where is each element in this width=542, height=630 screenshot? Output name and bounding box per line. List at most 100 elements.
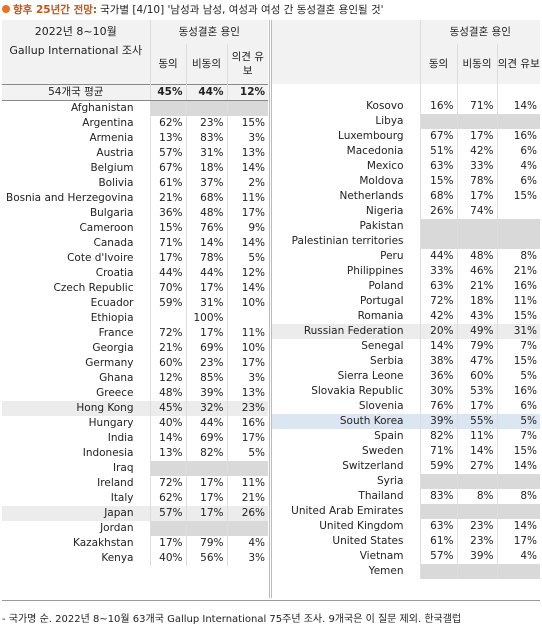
country-name: Palestinian territories [291,235,404,247]
value-cell: 69% [185,341,227,356]
value-cell: 5% [226,251,269,266]
value-cell: 16% [496,129,541,144]
data-row: France 72% 17% 11% [2,326,269,341]
value-cell: 37% [185,176,227,191]
value-cell: 11% [226,326,269,341]
value-cell: 7% [496,339,541,354]
value-cell: 40% [149,416,186,431]
value-cell: 16% [419,99,457,114]
value-cell: 61% [149,176,186,191]
data-row: Romania 42% 43% 15% [272,309,541,324]
country-name: Poland [368,280,404,292]
country-name: Romania [357,310,404,322]
value-cell: 11% [226,191,269,206]
value-cell: 31% [185,296,227,311]
country-name: India [107,432,134,444]
value-cell: 57% [419,549,457,564]
value-cell: 44% [419,249,457,264]
value-cell: 17% [185,506,227,521]
country-name: Indonesia [82,447,134,459]
country-name: Armenia [89,132,134,144]
value-cell: 15% [496,444,541,459]
empty-cell [496,84,541,99]
country-name: Italy [110,492,134,504]
empty-cell [456,84,497,99]
country-name: Kosovo [366,100,404,112]
value-cell: 12% [226,84,269,101]
value-cell: 62% [149,116,186,131]
value-cell: 63% [419,279,457,294]
value-cell: 14% [496,519,541,534]
value-cell: 11% [496,294,541,309]
value-cell [456,219,497,234]
value-cell: 74% [456,204,497,219]
value-cell: 8% [496,249,541,264]
value-cell [456,114,497,129]
country-name: United Arab Emirates [291,505,404,517]
column-header: 비동의 [456,44,497,84]
value-cell: 51% [419,144,457,159]
data-row: Georgia 21% 69% 10% [2,341,269,356]
data-row: Poland 63% 21% 16% [272,279,541,294]
value-cell: 68% [419,189,457,204]
value-cell: 23% [185,116,227,131]
country-name: Netherlands [339,190,404,202]
data-row: United Kingdom 63% 23% 14% [272,519,541,534]
value-cell: 67% [149,161,186,176]
header-label: Gallup International 조사 [2,44,150,85]
value-cell: 8% [496,489,541,504]
value-cell: 5% [496,369,541,384]
country-name: Hong Kong [76,402,134,414]
value-cell: 49% [456,324,497,339]
country-name: Syria [376,475,404,487]
data-row: Austria 57% 31% 13% [2,146,269,161]
value-cell: 14% [226,161,269,176]
value-cell [456,234,497,249]
value-cell: 33% [419,264,457,279]
data-row: Thailand 83% 8% 8% [272,489,541,504]
country-name: Kenya [101,552,134,564]
value-cell: 31% [185,146,227,161]
value-cell [496,219,541,234]
header-label [272,20,420,44]
data-row: Syria [272,474,541,489]
value-cell: 6% [496,174,541,189]
value-cell: 31% [496,324,541,339]
value-cell: 4% [496,159,541,174]
value-cell: 15% [419,174,457,189]
country-name: Bolivia [98,177,134,189]
value-cell [226,100,269,116]
data-row: Afghanistan [2,100,269,116]
value-cell: 71% [456,99,497,114]
value-cell: 14% [226,281,269,296]
value-cell: 16% [496,384,541,399]
value-cell: 6% [496,144,541,159]
value-cell: 43% [456,309,497,324]
value-cell [496,474,541,489]
country-name: Luxembourg [338,130,404,142]
country-name: Afghanistan [70,102,134,114]
value-cell: 62% [149,491,186,506]
value-cell: 17% [149,251,186,266]
column-header: 동의 [419,44,457,84]
value-cell: 17% [185,491,227,506]
data-row: Yemen [272,564,541,579]
value-cell: 14% [149,431,186,446]
data-row: Nigeria 26% 74% [272,204,541,219]
value-cell: 83% [419,489,457,504]
value-cell [456,564,497,579]
data-row: Kenya 40% 56% 3% [2,551,269,566]
value-cell: 68% [185,191,227,206]
group-header: 동성결혼 용인 [149,20,269,44]
data-row: Bulgaria 36% 48% 17% [2,206,269,221]
value-cell: 9% [226,221,269,236]
value-cell [419,474,457,489]
value-cell: 13% [226,146,269,161]
value-cell [496,234,541,249]
data-row: Jordan [2,521,269,536]
country-name: Iraq [112,462,134,474]
data-row: Portugal 72% 18% 11% [272,294,541,309]
country-name: United States [332,535,404,547]
value-cell: 13% [149,131,186,146]
value-cell: 17% [496,534,541,549]
